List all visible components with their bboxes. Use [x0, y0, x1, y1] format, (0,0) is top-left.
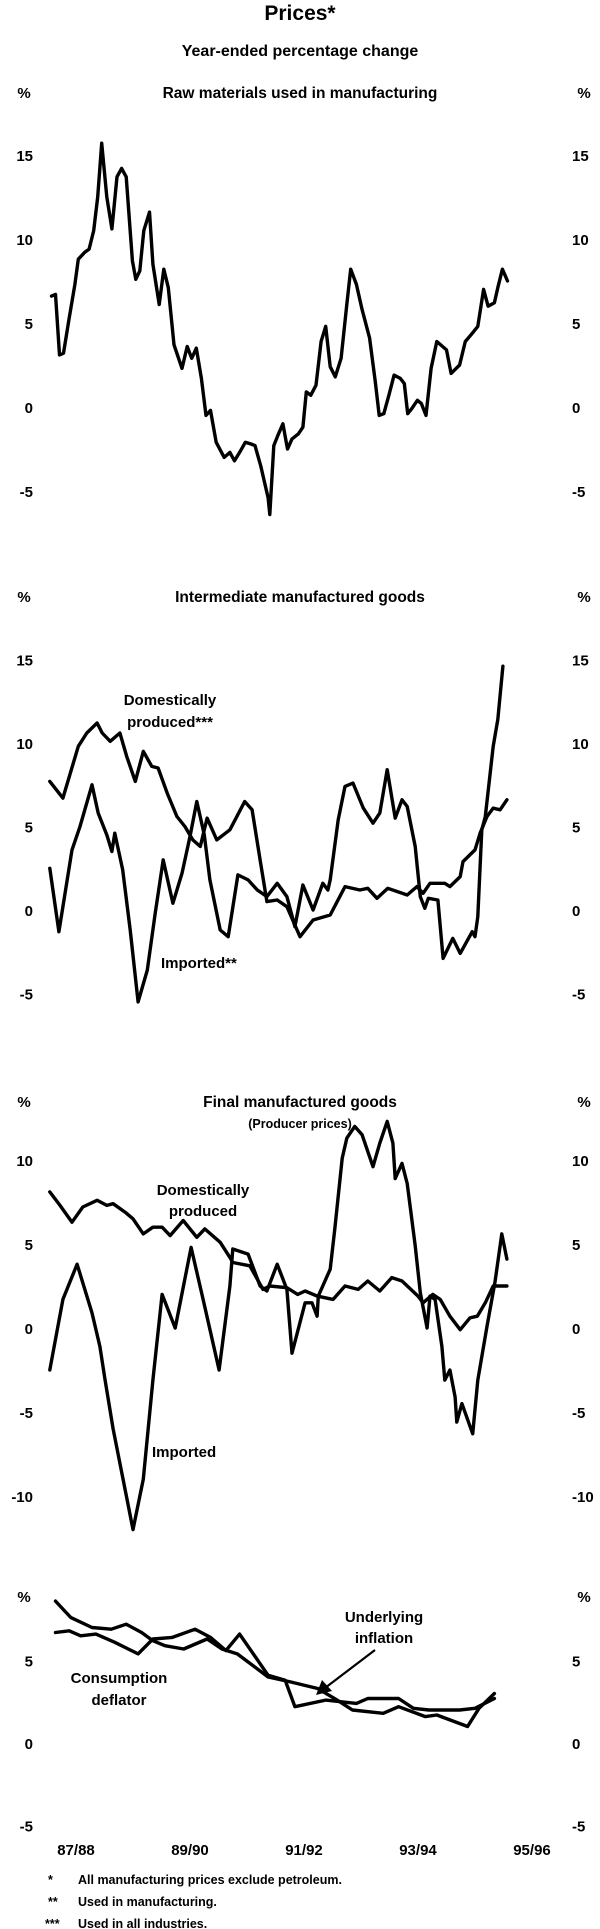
- panel3-imported-label: Imported: [152, 1444, 216, 1461]
- x-tick-label: 87/88: [57, 1842, 95, 1859]
- y-tick-label-left: 15: [16, 653, 33, 670]
- footnote-text: All manufacturing prices exclude petrole…: [78, 1873, 342, 1887]
- y-tick-label-right: 15: [572, 653, 589, 670]
- y-tick-label-right: -5: [572, 987, 585, 1004]
- y-unit-label-left: %: [17, 1589, 30, 1606]
- y-tick-label-right: 5: [572, 820, 580, 837]
- x-tick-label: 91/92: [285, 1842, 323, 1859]
- panel3-domestic-label-1: Domestically: [157, 1182, 250, 1199]
- y-tick-label-right: 0: [572, 400, 580, 417]
- chart-title: Prices*: [264, 2, 336, 25]
- y-tick-label-right: -10: [572, 1489, 594, 1506]
- y-tick-label-left: 5: [25, 1237, 33, 1254]
- y-tick-label-left: 5: [25, 1654, 33, 1671]
- y-tick-label-left: -5: [20, 987, 33, 1004]
- panel3-subtitle: (Producer prices): [248, 1117, 352, 1131]
- panel3-domestic-label-2: produced: [169, 1203, 237, 1220]
- y-tick-label-right: 5: [572, 316, 580, 333]
- y-tick-label-left: 0: [25, 1321, 33, 1338]
- y-tick-label-left: -5: [20, 1405, 33, 1422]
- y-tick-label-left: -5: [20, 484, 33, 501]
- y-tick-label-left: -5: [20, 1819, 33, 1836]
- y-tick-label-left: 0: [25, 1736, 33, 1753]
- series-line-2-2: [48, 664, 505, 1004]
- y-tick-label-left: 10: [16, 736, 33, 753]
- y-tick-label-right: 15: [572, 148, 589, 165]
- y-tick-label-right: 0: [572, 1321, 580, 1338]
- y-tick-label-right: 0: [572, 903, 580, 920]
- panel2-domestic-label-1: Domestically: [124, 692, 217, 709]
- footnote-marker: *: [48, 1873, 53, 1887]
- panel4-underlying-label-2: inflation: [355, 1630, 413, 1647]
- underlying-arrow-icon: [316, 1649, 376, 1695]
- y-tick-label-right: 0: [572, 1736, 580, 1753]
- panel1-title: Raw materials used in manufacturing: [163, 85, 438, 102]
- y-unit-label-right: %: [577, 85, 590, 102]
- y-tick-label-right: 5: [572, 1237, 580, 1254]
- series-line-4-2: [53, 1627, 497, 1712]
- y-tick-label-left: 0: [25, 903, 33, 920]
- footnote-text: Used in manufacturing.: [78, 1895, 217, 1909]
- y-unit-label-left: %: [17, 85, 30, 102]
- series-line-3-1: [48, 1190, 509, 1332]
- y-tick-label-right: 5: [572, 1654, 580, 1671]
- series-line-4-1: [53, 1599, 497, 1729]
- panel2-imported-label: Imported**: [161, 955, 237, 972]
- panel2-title: Intermediate manufactured goods: [175, 589, 425, 606]
- y-unit-label-right: %: [577, 589, 590, 606]
- y-unit-label-left: %: [17, 589, 30, 606]
- y-tick-label-left: 15: [16, 148, 33, 165]
- footnote-text: Used in all industries.: [78, 1917, 207, 1929]
- y-tick-label-right: -5: [572, 1405, 585, 1422]
- y-tick-label-right: -5: [572, 1819, 585, 1836]
- panel4-deflator-label-2: deflator: [91, 1692, 146, 1709]
- y-unit-label-right: %: [577, 1589, 590, 1606]
- x-tick-label: 93/94: [399, 1842, 437, 1859]
- footnotes: * All manufacturing prices exclude petro…: [45, 1873, 342, 1929]
- x-tick-label: 95/96: [513, 1842, 551, 1859]
- y-unit-label-right: %: [577, 1094, 590, 1111]
- footnote-marker: ***: [45, 1917, 60, 1929]
- y-tick-label-right: -5: [572, 484, 585, 501]
- y-tick-label-right: 10: [572, 736, 589, 753]
- y-tick-label-left: 10: [16, 232, 33, 249]
- y-tick-label-left: -10: [11, 1489, 33, 1506]
- y-tick-label-right: 10: [572, 1153, 589, 1170]
- panel3-title: Final manufactured goods: [203, 1094, 397, 1111]
- panel4-deflator-label-1: Consumption: [71, 1670, 168, 1687]
- panel2-domestic-label-2: produced***: [127, 714, 213, 731]
- y-tick-label-left: 10: [16, 1153, 33, 1170]
- y-tick-label-left: 0: [25, 400, 33, 417]
- x-tick-label: 89/90: [171, 1842, 209, 1859]
- series-line-3-2: [48, 1119, 509, 1532]
- chart-subtitle: Year-ended percentage change: [182, 43, 419, 60]
- y-tick-label-left: 5: [25, 820, 33, 837]
- series-line-2-1: [48, 721, 509, 939]
- y-tick-label-right: 10: [572, 232, 589, 249]
- y-unit-label-left: %: [17, 1094, 30, 1111]
- footnote-marker: **: [48, 1895, 58, 1909]
- y-tick-label-left: 5: [25, 316, 33, 333]
- panel4-underlying-label-1: Underlying: [345, 1609, 423, 1626]
- series-line-1-1: [49, 141, 510, 517]
